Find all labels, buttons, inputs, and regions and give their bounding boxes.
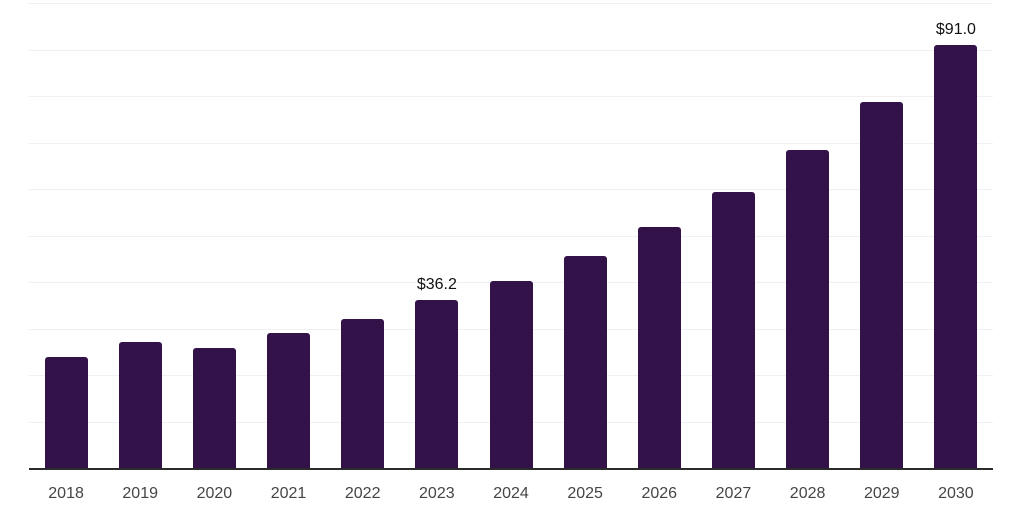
x-axis-tick-label-2020: 2020 bbox=[196, 485, 233, 502]
bar-2020 bbox=[192, 347, 236, 468]
bar-2023 bbox=[415, 299, 459, 468]
gridline bbox=[29, 235, 993, 237]
gridline bbox=[29, 49, 993, 51]
bar-2018 bbox=[44, 356, 88, 468]
bar-value-label-2030: $91.0 bbox=[935, 20, 976, 38]
x-axis: 2018 2019 2020 2021 2022 2023 2024 2025 2026 2027… bbox=[29, 484, 993, 506]
x-axis-tick-label-2018: 2018 bbox=[48, 485, 84, 502]
x-axis-tick-label-2024: 2024 bbox=[493, 485, 529, 502]
bar-2027 bbox=[711, 192, 755, 468]
gridline bbox=[29, 3, 993, 4]
bar-2022 bbox=[341, 318, 385, 468]
x-axis-tick-label-2023: 2023 bbox=[419, 485, 455, 502]
x-axis-tick-label-2030: 2030 bbox=[938, 485, 974, 502]
x-axis-tick-label-2027: 2027 bbox=[715, 485, 752, 502]
gridline bbox=[29, 96, 993, 97]
bar-2026 bbox=[637, 227, 681, 468]
x-axis-tick-label-2022: 2022 bbox=[344, 485, 381, 502]
x-axis-tick-label-2021: 2021 bbox=[270, 485, 307, 502]
x-axis-tick-label-2025: 2025 bbox=[567, 485, 603, 502]
bar-2028 bbox=[786, 150, 830, 468]
x-axis-tick-label-2019: 2019 bbox=[122, 485, 158, 502]
bar-2029 bbox=[860, 101, 904, 468]
bar-value-label-2023: $36.2 bbox=[416, 275, 457, 293]
x-axis-tick-label-2029: 2029 bbox=[863, 485, 900, 502]
gridline bbox=[29, 142, 993, 144]
x-axis-tick-label-2028: 2028 bbox=[789, 485, 826, 502]
x-axis-line bbox=[29, 468, 993, 470]
gridline bbox=[29, 189, 993, 190]
x-axis-tick-label-2026: 2026 bbox=[641, 485, 678, 502]
bar-2021 bbox=[267, 332, 311, 468]
bar-2024 bbox=[489, 280, 533, 468]
bar-2019 bbox=[118, 341, 162, 468]
bar-2025 bbox=[563, 255, 607, 468]
bar-2030 bbox=[934, 44, 978, 468]
plot-area: $36.2 $91.0 bbox=[29, 3, 993, 468]
